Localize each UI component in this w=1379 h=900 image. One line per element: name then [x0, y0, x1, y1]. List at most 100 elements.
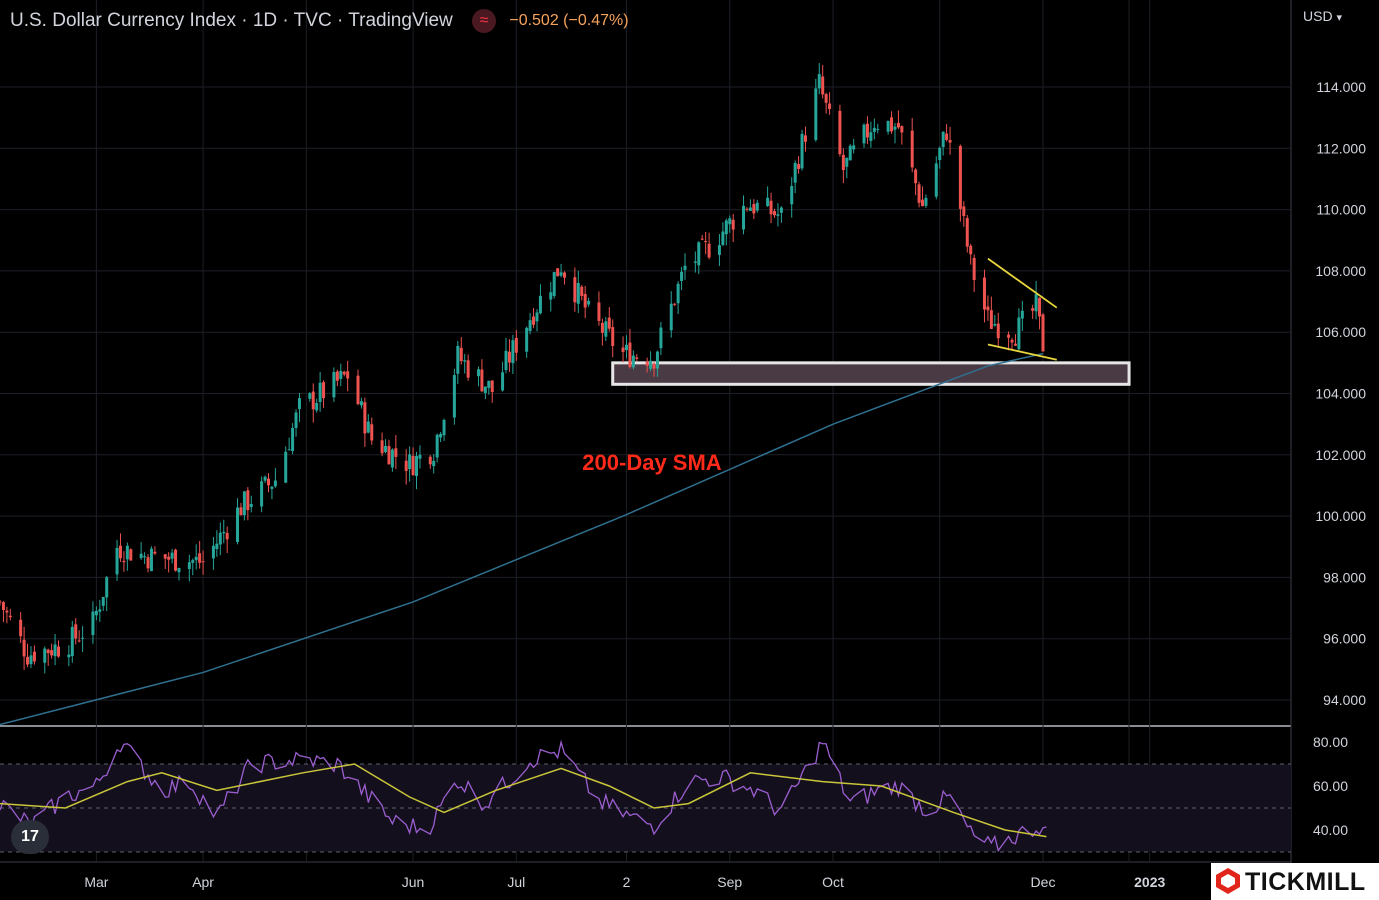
candle-body	[848, 145, 852, 161]
candle-body	[346, 371, 350, 379]
candle-body	[865, 123, 869, 138]
candle-body	[876, 128, 880, 130]
symbol-title[interactable]: U.S. Dollar Currency Index · 1D · TVC · …	[10, 10, 453, 32]
candle-body	[893, 126, 897, 130]
candle-body	[404, 460, 408, 471]
y-tick-label: 100.000	[1315, 508, 1366, 524]
candle-body	[814, 88, 818, 140]
candle-body	[466, 360, 470, 378]
candle-body	[652, 363, 656, 369]
candle-body	[284, 451, 288, 483]
candle-body	[1034, 294, 1038, 312]
candle-body	[0, 601, 2, 603]
candle-body	[938, 147, 942, 161]
candle-body	[315, 402, 319, 411]
candle-body	[98, 609, 102, 612]
candle-body	[934, 163, 938, 197]
candle-body	[607, 317, 611, 329]
candle-body	[218, 532, 222, 545]
candle-body	[32, 651, 36, 662]
candle-body	[773, 211, 777, 216]
indicator-icon[interactable]: ≈	[472, 9, 497, 33]
candle-body	[704, 241, 708, 243]
candle-body	[43, 648, 47, 663]
candle-body	[22, 639, 26, 657]
candle-body	[676, 283, 680, 304]
candle-body	[198, 553, 202, 563]
candle-body	[649, 360, 653, 369]
candle-body	[996, 323, 1000, 339]
x-tick-label: Apr	[192, 874, 214, 890]
candle-body	[917, 184, 921, 203]
candle-body	[249, 503, 253, 507]
candle-body	[490, 380, 494, 393]
x-tick-label: 2	[623, 874, 631, 890]
candle-body	[146, 557, 150, 569]
candle-body	[721, 231, 725, 245]
candle-body	[528, 320, 532, 331]
candle-body	[57, 646, 61, 657]
candle-body	[363, 402, 367, 434]
y-tick-label: 106.000	[1315, 324, 1366, 340]
candle-body	[211, 545, 215, 559]
candle-body	[1007, 334, 1011, 338]
candle-body	[487, 380, 491, 388]
candle-body	[958, 145, 962, 209]
candle-body	[432, 460, 436, 467]
tradingview-logo-icon[interactable]: 17	[11, 820, 49, 854]
candle-body	[635, 357, 639, 359]
candle-body	[225, 532, 229, 540]
candle-body	[139, 553, 143, 558]
y-tick-label: 96.000	[1323, 631, 1366, 647]
candle-body	[411, 455, 415, 476]
y-tick-label: 114.000	[1316, 79, 1366, 95]
candle-body	[728, 218, 732, 225]
candle-body	[46, 649, 50, 654]
candle-body	[621, 347, 625, 352]
candle-body	[19, 619, 23, 637]
candle-body	[752, 204, 756, 214]
candle-body	[53, 644, 57, 657]
candle-body	[793, 162, 797, 183]
candle-body	[122, 560, 126, 563]
candle-body	[459, 347, 463, 362]
candle-body	[982, 277, 986, 310]
candle-body	[707, 243, 711, 258]
candle-body	[308, 393, 312, 399]
candle-body	[1038, 297, 1042, 317]
rsi-ma-line	[0, 763, 1047, 838]
candle-body	[29, 655, 33, 665]
candle-body	[511, 340, 515, 364]
y-tick-label: 112.000	[1316, 140, 1366, 156]
candle-body	[26, 656, 30, 665]
candle-body	[538, 295, 542, 314]
candle-body	[532, 316, 536, 325]
candle-body	[755, 202, 759, 211]
rsi-line	[0, 739, 1047, 852]
candle-body	[311, 391, 315, 410]
candle-body	[91, 611, 95, 635]
candle-body	[476, 369, 480, 377]
rsi-tick-label: 80.00	[1313, 734, 1348, 750]
candle-body	[587, 300, 591, 305]
candle-body	[924, 197, 928, 206]
candle-body	[1041, 314, 1045, 352]
candle-body	[366, 421, 370, 433]
candle-body	[70, 626, 74, 656]
candle-body	[597, 302, 601, 321]
candle-body	[821, 76, 825, 95]
candle-body	[1010, 339, 1014, 343]
candle-body	[900, 126, 904, 133]
candle-body	[332, 372, 336, 398]
candle-body	[972, 257, 976, 280]
currency-selector[interactable]: USD ▾	[1303, 8, 1342, 24]
price-change: −0.502 (−0.47%)	[509, 12, 629, 29]
rsi-tick-label: 60.00	[1313, 778, 1348, 794]
candle-body	[941, 131, 945, 148]
candle-body	[507, 351, 511, 363]
candle-body	[896, 122, 900, 128]
candle-body	[163, 554, 167, 559]
candle-body	[645, 361, 649, 366]
candle-body	[174, 549, 178, 571]
